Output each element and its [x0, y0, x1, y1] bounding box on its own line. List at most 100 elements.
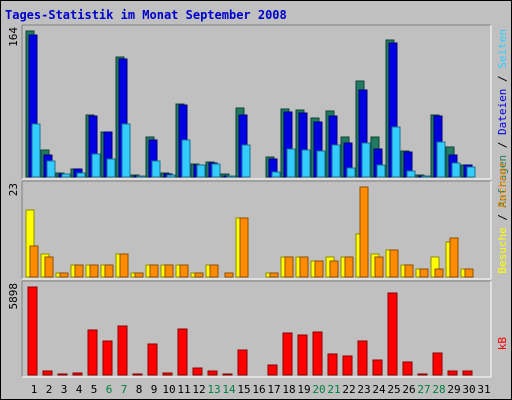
panel-kb: 5898	[7, 280, 492, 378]
bar-kb-day-29	[447, 370, 458, 376]
legend-bottom: kB	[496, 337, 509, 351]
bar-rechner-day-24	[374, 256, 384, 278]
day-label-12: 12	[192, 383, 205, 396]
legend-separator: /	[496, 135, 509, 155]
bar-rechner-day-7	[119, 253, 129, 278]
bar-kb-day-20	[312, 331, 323, 376]
bar-kb-day-7	[117, 325, 128, 376]
bar-seiten-day-14	[226, 175, 236, 178]
bar-kb-day-23	[357, 340, 368, 376]
bar-rechner-day-5	[89, 264, 99, 278]
y-max-label-traffic: 164	[7, 27, 20, 47]
series-seiten	[31, 123, 476, 178]
day-label-19: 19	[297, 383, 310, 396]
bar-kb-day-24	[372, 359, 383, 376]
bar-rechner-day-15	[239, 217, 249, 278]
bar-rechner-day-23	[359, 186, 369, 278]
day-label-31: 31	[477, 383, 490, 396]
bar-rechner-day-18	[284, 256, 294, 278]
bar-seiten-day-24	[376, 164, 386, 178]
bar-kb-day-1	[27, 286, 38, 376]
bar-kb-day-17	[267, 364, 278, 376]
bar-seiten-day-25	[391, 126, 401, 178]
bar-rechner-day-25	[389, 249, 399, 278]
bar-kb-day-11	[177, 328, 188, 376]
bar-seiten-day-19	[301, 149, 311, 178]
bar-kb-day-19	[297, 334, 308, 376]
bar-kb-day-3	[57, 373, 68, 376]
day-label-27: 27	[417, 383, 430, 396]
bar-seiten-day-4	[76, 172, 86, 178]
panel-visits: 23	[7, 180, 492, 280]
bar-rechner-day-28	[434, 268, 444, 278]
bar-rechner-day-27	[419, 268, 429, 278]
legend-item-besuche: Besuche	[496, 227, 509, 273]
bar-seiten-day-7	[121, 123, 131, 178]
legend-top: Anfragen / Dateien / Seiten	[496, 29, 509, 208]
bar-kb-day-2	[42, 370, 53, 376]
bar-seiten-day-10	[166, 174, 176, 178]
bar-rechner-day-8	[134, 272, 144, 278]
bar-kb-day-28	[432, 352, 443, 376]
legend-separator: /	[496, 69, 509, 89]
bar-seiten-day-23	[361, 142, 371, 178]
day-label-13: 13	[207, 383, 220, 396]
bar-rechner-day-22	[344, 256, 354, 278]
bar-seiten-day-18	[286, 148, 296, 178]
bar-kb-day-15	[237, 349, 248, 376]
bar-seiten-day-1	[31, 123, 41, 178]
panel-traffic: 164	[7, 24, 492, 180]
chart-title: Tages-Statistik im Monat September 2008	[5, 8, 287, 22]
bar-kb-day-25	[387, 292, 398, 376]
bar-rechner-day-29	[449, 237, 459, 278]
bar-kb-day-26	[402, 361, 413, 376]
bar-seiten-day-20	[316, 150, 326, 178]
day-label-10: 10	[162, 383, 175, 396]
bar-kb-day-18	[282, 332, 293, 376]
bar-rechner-day-20	[314, 260, 324, 278]
bar-seiten-day-6	[106, 158, 116, 178]
bar-kb-day-22	[342, 355, 353, 376]
day-label-21: 21	[327, 383, 340, 396]
y-max-label-kb: 5898	[7, 283, 20, 310]
bar-seiten-day-17	[271, 171, 281, 178]
day-label-28: 28	[432, 383, 445, 396]
bar-rechner-day-26	[404, 264, 414, 278]
day-label-1: 1	[31, 383, 38, 396]
bar-seiten-day-26	[406, 170, 416, 178]
bar-kb-day-13	[207, 370, 218, 376]
bar-seiten-day-30	[466, 166, 476, 178]
bar-kb-day-4	[72, 372, 83, 376]
bar-seiten-day-2	[46, 160, 56, 178]
bar-seiten-day-12	[196, 164, 206, 178]
day-label-3: 3	[61, 383, 68, 396]
bar-seiten-day-13	[211, 163, 221, 178]
day-label-26: 26	[402, 383, 415, 396]
bar-rechner-day-13	[209, 264, 219, 278]
bar-rechner-day-9	[149, 264, 159, 278]
bar-seiten-day-15	[241, 144, 251, 178]
bar-rechner-day-10	[164, 264, 174, 278]
day-label-25: 25	[387, 383, 400, 396]
bar-rechner-day-1	[29, 245, 39, 278]
day-label-8: 8	[136, 383, 143, 396]
y-max-label-visits: 23	[7, 183, 20, 196]
day-label-24: 24	[372, 383, 386, 396]
legend-item-rechner: Rechner	[496, 161, 509, 208]
legend-item-dateien: Dateien	[496, 89, 509, 135]
legend-item-seiten: Seiten	[496, 29, 509, 69]
bar-seiten-day-8	[136, 175, 146, 178]
bar-seiten-day-9	[151, 160, 161, 178]
day-label-4: 4	[76, 383, 83, 396]
bar-rechner-day-11	[179, 264, 189, 278]
bar-seiten-day-3	[61, 173, 71, 178]
bar-kb-day-27	[417, 373, 428, 376]
bar-seiten-day-22	[346, 167, 356, 178]
day-label-9: 9	[151, 383, 158, 396]
bar-kb-day-8	[132, 373, 143, 376]
bar-kb-day-5	[87, 329, 98, 376]
legend-middle: Besuche / Rechner	[496, 161, 509, 274]
